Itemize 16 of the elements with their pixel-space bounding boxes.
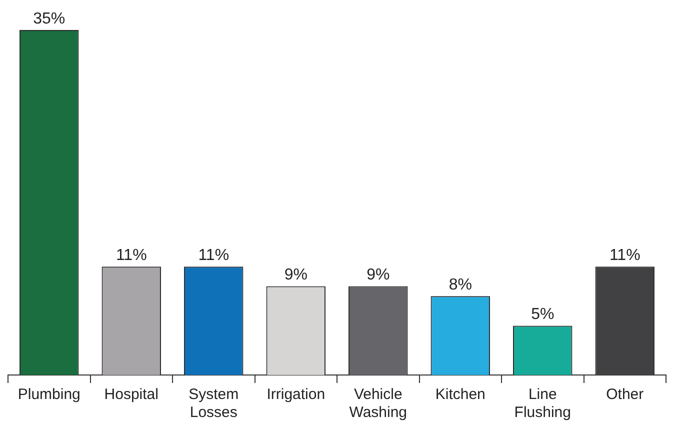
x-tick-label: Hospital — [104, 386, 158, 404]
x-tick-label: Vehicle Washing — [349, 386, 408, 422]
data-label: 35% — [33, 10, 66, 28]
data-label: 8% — [448, 276, 472, 294]
x-tick-label: System Losses — [188, 386, 239, 422]
data-label: 11% — [609, 246, 640, 264]
data-label: 11% — [198, 246, 230, 264]
x-tick-label: Other — [606, 386, 644, 404]
data-label: 11% — [116, 246, 147, 264]
data-label: 9% — [366, 266, 390, 284]
x-tick-label: Plumbing — [18, 386, 80, 404]
data-label: 5% — [531, 306, 554, 324]
x-tick-label: Line Flushing — [514, 386, 571, 422]
data-label: 9% — [284, 266, 308, 284]
x-tick-label: Kitchen — [435, 386, 486, 404]
x-tick-label: Irrigation — [266, 386, 326, 404]
